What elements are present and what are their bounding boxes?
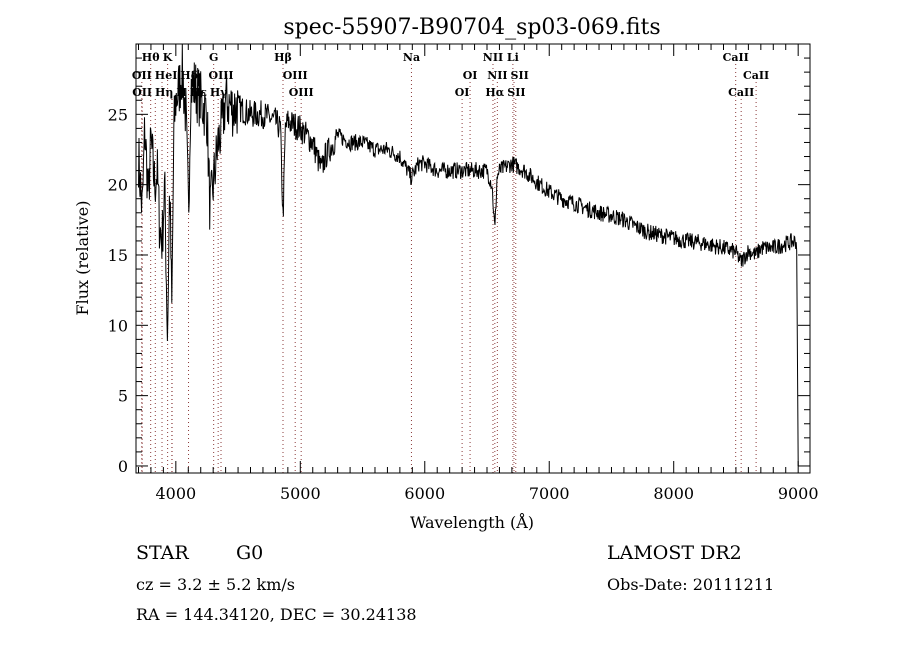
line-marker-label: Hα: [485, 86, 504, 99]
survey-name: LAMOST DR2: [607, 542, 742, 564]
object-subclass: G0: [236, 542, 263, 564]
line-marker-label: CaII: [723, 51, 749, 64]
y-tick-label: 0: [118, 457, 128, 476]
x-tick-label: 7000: [529, 484, 570, 503]
line-marker-label: NII: [483, 51, 503, 64]
object-class: STAR: [136, 542, 189, 564]
line-marker-label: Na: [403, 51, 420, 64]
line-marker-label: Hβ: [274, 51, 292, 64]
series-layer: [138, 44, 798, 466]
y-tick-label: 25: [108, 105, 128, 124]
y-tick-label: 5: [118, 387, 128, 406]
y-axis-label: Flux (relative): [73, 201, 92, 316]
x-tick-label: 4000: [155, 484, 196, 503]
x-tick-label: 9000: [778, 484, 819, 503]
line-marker-label: CaII: [743, 69, 769, 82]
line-marker-label: CaII: [728, 86, 754, 99]
obs-date: Obs-Date: 20111211: [607, 575, 774, 594]
chart-title: spec-55907-B90704_sp03-069.fits: [283, 15, 660, 40]
coordinates-text: RA = 144.34120, DEC = 30.24138: [136, 605, 417, 624]
x-tick-label: 8000: [653, 484, 694, 503]
y-tick-label: 10: [108, 316, 128, 335]
y-tick-label: 20: [108, 176, 128, 195]
line-marker-label: OIII: [209, 69, 234, 82]
x-axis-label: Wavelength (Å): [410, 512, 534, 532]
redshift-text: cz = 3.2 ± 5.2 km/s: [136, 575, 295, 594]
axes: 4000 5000 6000 7000 8000 9000 0 5 10 15 20 25: [108, 44, 819, 503]
line-marker-label: OII: [132, 69, 152, 82]
y-tick-label: 15: [108, 246, 128, 265]
line-marker-label: G: [209, 51, 218, 64]
flux-series-line: [139, 44, 799, 466]
line-marker-label: NII: [487, 69, 507, 82]
x-tick-label: 5000: [280, 484, 321, 503]
line-marker-label: K: [163, 51, 173, 64]
line-marker-label: OI: [455, 86, 470, 99]
line-marker-label: HeI: [155, 69, 178, 82]
line-marker-label: Hθ: [142, 51, 160, 64]
line-marker-label: OIII: [289, 86, 314, 99]
line-marker-label: OI: [463, 69, 478, 82]
line-marker-label: Li: [507, 51, 519, 64]
line-marker-label: Hη: [155, 86, 173, 99]
x-tick-label: 6000: [404, 484, 445, 503]
line-marker-label: SII: [511, 69, 529, 82]
line-marker-label: OII: [132, 86, 152, 99]
line-marker-label: SII: [507, 86, 525, 99]
line-marker-label: OIII: [283, 69, 308, 82]
